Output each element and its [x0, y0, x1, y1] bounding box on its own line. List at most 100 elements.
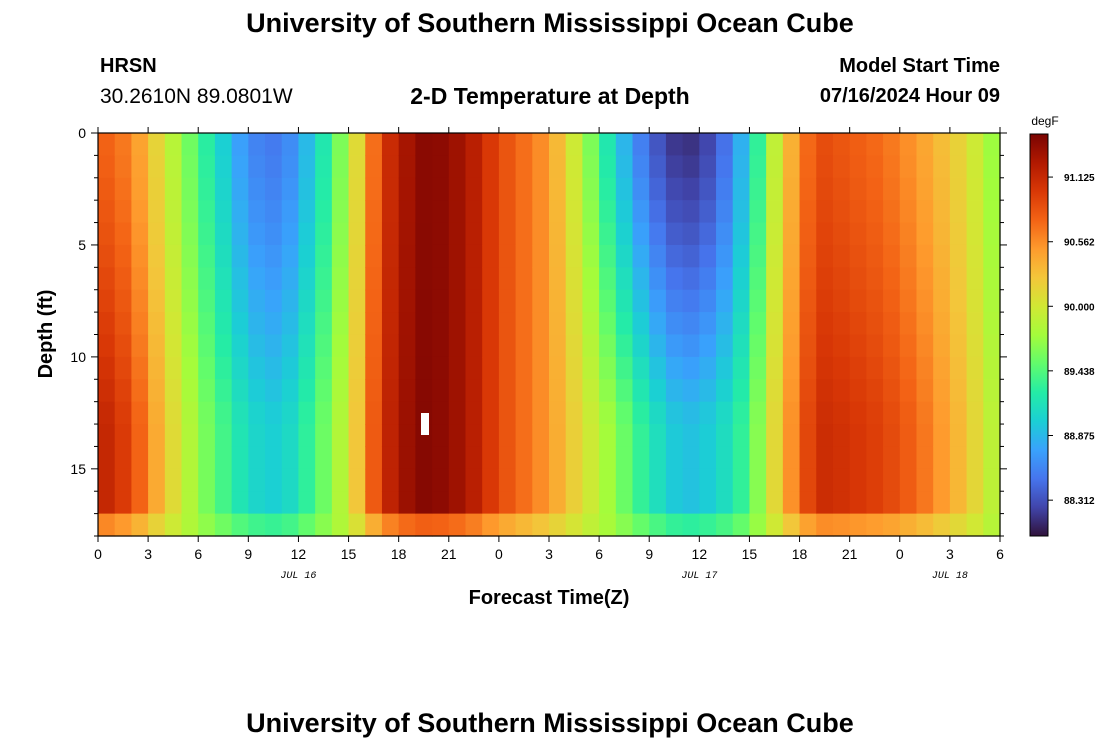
heatmap-cell [782, 491, 801, 515]
heatmap-cell [365, 446, 383, 470]
heatmap-cell [716, 356, 734, 380]
heatmap-cell [281, 446, 300, 470]
heatmap-cell [98, 133, 116, 156]
heatmap-cell [448, 289, 467, 313]
heatmap-cell [799, 312, 817, 336]
heatmap-cell [432, 356, 450, 380]
heatmap-cell [799, 356, 817, 380]
heatmap-cell [281, 222, 300, 246]
heatmap-cell [766, 312, 784, 336]
heatmap-cell [749, 177, 767, 201]
chart-title: 2-D Temperature at Depth [410, 83, 690, 109]
heatmap-cell [448, 334, 467, 358]
heatmap-cell [114, 468, 133, 492]
heatmap-cell [532, 356, 550, 380]
heatmap-cell [398, 155, 416, 179]
heatmap-cell [348, 446, 366, 470]
heatmap-cell [549, 200, 567, 224]
page-title: University of Southern Mississippi Ocean… [246, 8, 854, 38]
heatmap-cell [665, 513, 684, 537]
heatmap-cell [98, 155, 116, 179]
heatmap-cell [582, 177, 600, 201]
heatmap-cell [966, 312, 984, 336]
heatmap-cell [465, 491, 483, 515]
heatmap-cell [749, 244, 767, 268]
heatmap-cell [949, 177, 968, 201]
heatmap-cell [749, 267, 767, 291]
y-tick-label: 10 [70, 349, 86, 365]
heatmap-cell [482, 401, 500, 425]
heatmap-cell [532, 513, 550, 537]
heatmap-cell [432, 334, 450, 358]
heatmap-cell [716, 289, 734, 313]
heatmap-cell [649, 379, 667, 403]
heatmap-cell [248, 133, 266, 156]
heatmap-cell [181, 155, 199, 179]
heatmap-cell [214, 289, 233, 313]
heatmap-cell [883, 446, 901, 470]
heatmap-cell [515, 334, 533, 358]
heatmap-cell [699, 424, 717, 448]
heatmap-cell [983, 334, 1001, 358]
heatmap-cell [732, 312, 751, 336]
heatmap-cell [565, 244, 584, 268]
heatmap-cell [315, 401, 333, 425]
heatmap-cell [916, 222, 934, 246]
heatmap-cell [398, 491, 416, 515]
heatmap-cell [181, 401, 199, 425]
heatmap-cell [432, 468, 450, 492]
heatmap-cell [849, 222, 867, 246]
heatmap-cell [699, 222, 717, 246]
heatmap-cell [632, 334, 650, 358]
heatmap-cell [699, 200, 717, 224]
heatmap-cell [649, 177, 667, 201]
heatmap-cell [498, 133, 517, 156]
heatmap-cell [699, 177, 717, 201]
heatmap-cell [983, 513, 1001, 537]
heatmap-cell [398, 200, 416, 224]
model-start-value: 07/16/2024 Hour 09 [819, 85, 1000, 107]
heatmap-cell [716, 177, 734, 201]
heatmap-cell [532, 446, 550, 470]
heatmap-cell [498, 491, 517, 515]
heatmap-cell [849, 491, 867, 515]
colorbar-gradient [1029, 133, 1049, 537]
heatmap-cell [565, 491, 584, 515]
heatmap-cell [632, 267, 650, 291]
heatmap-cell [164, 200, 183, 224]
heatmap-cell [198, 334, 216, 358]
heatmap-cell [699, 491, 717, 515]
heatmap-cell [933, 177, 951, 201]
heatmap-cell [214, 468, 233, 492]
heatmap-cell [632, 468, 650, 492]
heatmap-cell [599, 513, 617, 537]
heatmap-cell [949, 356, 968, 380]
heatmap-cell [365, 312, 383, 336]
heatmap-cell [716, 513, 734, 537]
heatmap-cell [966, 446, 984, 470]
heatmap-cell [214, 491, 233, 515]
heatmap-cell [248, 334, 266, 358]
heatmap-cell [849, 267, 867, 291]
heatmap-cell [665, 200, 684, 224]
heatmap-cell [114, 312, 133, 336]
heatmap-cell [131, 155, 149, 179]
heatmap-cell [983, 491, 1001, 515]
heatmap-cell [265, 267, 283, 291]
heatmap-cell [983, 379, 1001, 403]
heatmap-cell [883, 334, 901, 358]
heatmap-cell [164, 379, 183, 403]
heatmap-cell [732, 244, 751, 268]
heatmap-cell [381, 133, 400, 156]
heatmap-cell [799, 289, 817, 313]
heatmap-cell [799, 446, 817, 470]
heatmap-cell [649, 446, 667, 470]
heatmap-cell [415, 513, 433, 537]
heatmap-cell [582, 244, 600, 268]
heatmap-cell [331, 401, 350, 425]
heatmap-cell [298, 222, 316, 246]
heatmap-cell [181, 491, 199, 515]
heatmap-cell [398, 379, 416, 403]
heatmap-cell [415, 312, 433, 336]
heatmap-cell [816, 356, 834, 380]
